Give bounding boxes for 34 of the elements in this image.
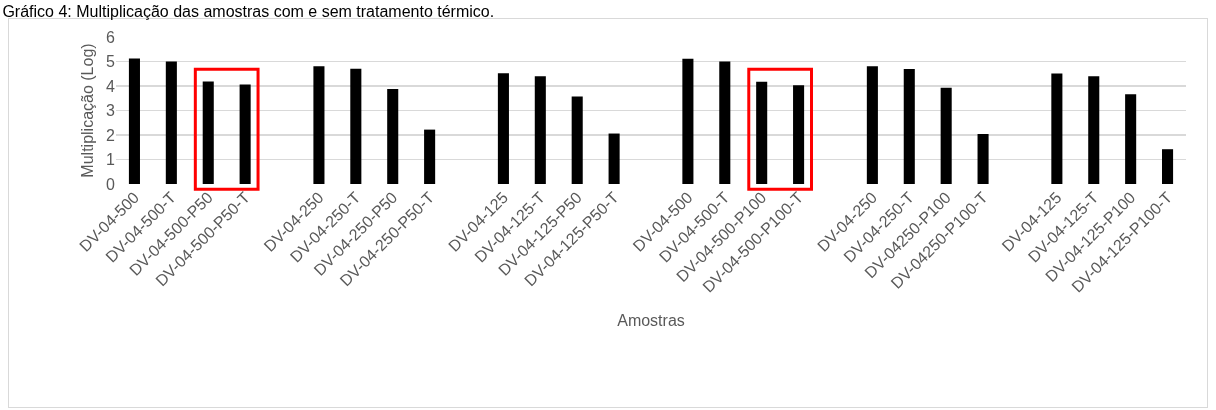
bar <box>1125 94 1137 184</box>
bar <box>313 66 325 184</box>
y-tick-label: 0 <box>106 175 116 193</box>
bar <box>387 88 399 184</box>
bar <box>1162 149 1174 184</box>
bar <box>1088 76 1100 184</box>
bar <box>940 87 952 184</box>
bar <box>608 133 620 184</box>
chart-title: Gráfico 4: Multiplicação das amostras com e sem tratamento térmico. <box>2 3 495 21</box>
bar <box>534 76 546 184</box>
bar <box>756 81 768 184</box>
bar <box>571 96 583 184</box>
y-tick-label: 1 <box>106 151 116 169</box>
x-axis-title: Amostras <box>617 312 685 330</box>
y-tick-label: 3 <box>106 102 116 120</box>
y-tick-label: 4 <box>106 77 116 95</box>
bar <box>424 129 436 184</box>
y-tick-label: 2 <box>106 126 116 144</box>
bar <box>1051 73 1063 184</box>
y-tick-label: 6 <box>106 28 116 46</box>
bar <box>793 85 805 184</box>
bar <box>866 66 878 184</box>
bar <box>165 61 177 184</box>
bar <box>903 69 915 184</box>
y-axis-title: Multiplicação (Log) <box>78 43 96 178</box>
bar <box>977 134 989 184</box>
bar <box>350 68 362 184</box>
bar <box>682 58 694 184</box>
bar <box>239 84 251 184</box>
bar <box>497 73 509 184</box>
bar <box>202 81 214 184</box>
y-tick-label: 5 <box>106 53 116 71</box>
bar <box>719 61 731 184</box>
bar <box>128 58 140 184</box>
